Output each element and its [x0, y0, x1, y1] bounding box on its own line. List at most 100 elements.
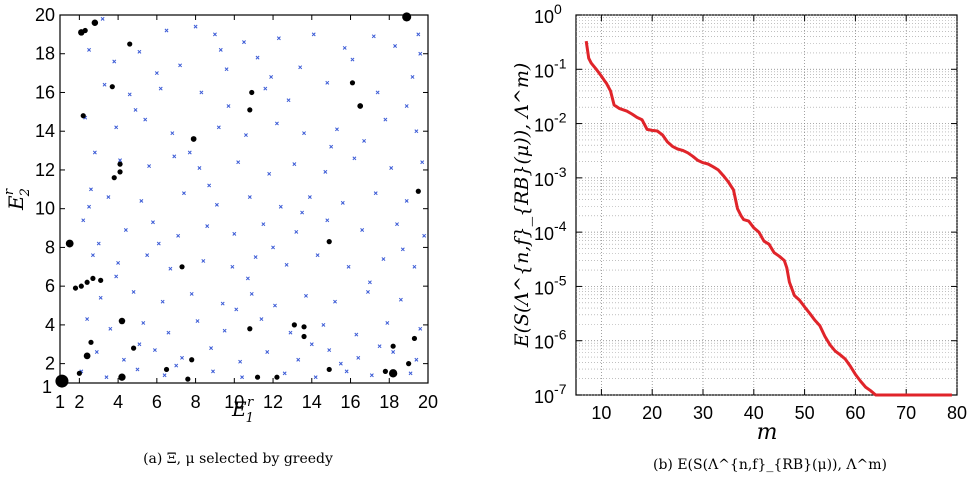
candidate-point — [269, 75, 274, 79]
candidate-point — [304, 293, 308, 298]
selected-point — [111, 175, 117, 181]
candidate-point — [416, 32, 421, 37]
candidate-point — [207, 183, 212, 188]
line-caption: (b) E(S(Λ^{n,f}_{RB}(μ)), Λ^m) — [653, 457, 887, 473]
candidate-point — [172, 154, 177, 159]
candidate-point — [96, 241, 101, 246]
candidate-point — [193, 24, 198, 29]
cross-stroke — [323, 169, 328, 174]
cross-stroke — [255, 55, 260, 60]
selected-point — [349, 80, 356, 86]
candidate-point — [168, 266, 173, 271]
cross-stroke — [226, 104, 231, 108]
cross-stroke — [98, 295, 103, 300]
candidate-point — [369, 373, 374, 378]
candidate-point — [243, 133, 248, 138]
x-tick-label: 12 — [263, 392, 283, 412]
candidate-point — [212, 32, 217, 37]
candidate-point — [414, 129, 419, 134]
cross-stroke — [292, 162, 297, 167]
candidate-point — [164, 28, 169, 33]
candidate-point — [81, 218, 86, 223]
selected-point — [118, 317, 126, 325]
candidate-point — [367, 280, 372, 285]
candidate-point — [131, 290, 136, 294]
candidate-point — [329, 144, 334, 149]
candidate-point — [240, 375, 245, 380]
cross-stroke — [89, 187, 93, 192]
x-tick-label: 4 — [113, 392, 123, 412]
selected-point — [109, 84, 115, 90]
selected-dots — [55, 12, 421, 388]
candidate-point — [414, 357, 419, 362]
cross-stroke — [288, 330, 293, 335]
y-tick-label: 12 — [35, 160, 55, 180]
candidate-point — [408, 371, 413, 376]
candidate-point — [87, 47, 92, 52]
selected-point — [247, 107, 253, 113]
cross-stroke — [131, 290, 136, 294]
cross-stroke — [90, 253, 95, 258]
cross-stroke — [366, 290, 370, 294]
cross-stroke — [296, 357, 301, 362]
candidate-point — [249, 291, 254, 296]
cross-stroke — [367, 280, 372, 285]
candidate-point — [342, 45, 347, 50]
cross-stroke — [234, 307, 239, 312]
candidate-point — [89, 187, 93, 192]
candidate-point — [166, 330, 171, 335]
y-tick-label: 100 — [534, 1, 562, 27]
cross-stroke — [311, 32, 316, 37]
candidate-point — [340, 200, 345, 205]
error-curve — [584, 40, 952, 397]
cross-stroke — [389, 166, 394, 170]
selected-point — [84, 279, 90, 285]
candidate-point — [174, 363, 179, 368]
candidate-point — [307, 195, 312, 200]
selected-point — [83, 352, 91, 360]
y-tick-label: 10-4 — [534, 218, 567, 244]
candidate-point — [278, 204, 283, 209]
cross-stroke — [116, 260, 121, 265]
cross-stroke — [309, 342, 314, 347]
candidate-point — [112, 59, 117, 64]
cross-stroke — [154, 71, 159, 76]
cross-stroke — [211, 369, 215, 374]
cross-stroke — [156, 241, 161, 246]
line-ticks: 10-7 10-6 10-5 10-4 10-3 10-2 10-1 100 10 20 30 40 5… — [534, 1, 967, 423]
cross-stroke — [230, 264, 235, 269]
cross-stroke — [362, 138, 367, 143]
selected-point — [402, 12, 412, 22]
candidate-point — [356, 355, 361, 360]
cross-stroke — [395, 222, 399, 227]
y-tick-label: 10-7 — [534, 381, 567, 407]
y-tick-label: 20 — [35, 5, 55, 25]
y-tick-label: 14 — [35, 121, 55, 141]
candidate-point — [145, 253, 150, 258]
selected-point — [254, 374, 261, 380]
candidate-point — [284, 262, 289, 267]
cross-stroke — [224, 67, 229, 72]
cross-stroke — [94, 350, 99, 354]
candidate-point — [377, 344, 382, 349]
cross-stroke — [137, 49, 142, 54]
candidate-point — [222, 328, 227, 333]
candidate-point — [354, 332, 359, 337]
cross-stroke — [271, 245, 276, 250]
cross-stroke — [180, 355, 184, 360]
y-tick-label: 10 — [35, 199, 55, 219]
selected-point — [131, 345, 137, 351]
cross-stroke — [404, 198, 409, 203]
y-tick-label: 10-6 — [534, 327, 567, 353]
selected-point — [72, 285, 79, 291]
cross-stroke — [182, 191, 186, 196]
candidate-point — [182, 191, 186, 196]
candidate-point — [85, 317, 90, 322]
cross-stroke — [385, 321, 390, 325]
candidate-point — [333, 299, 337, 304]
scatter-x-axis-label: E1r — [231, 395, 254, 426]
candidate-point — [410, 75, 415, 79]
candidate-point — [302, 131, 306, 136]
cross-stroke — [81, 218, 86, 223]
cross-stroke — [199, 90, 204, 95]
